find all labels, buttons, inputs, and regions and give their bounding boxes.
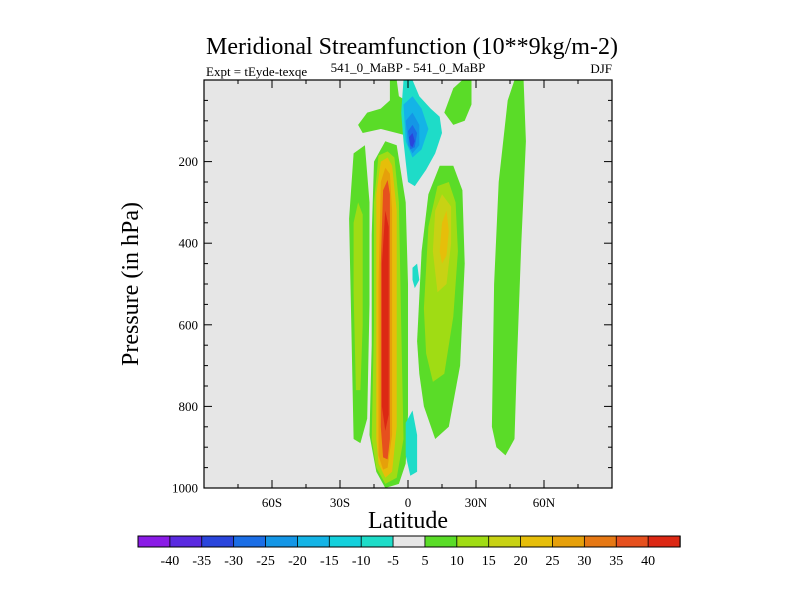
colorbar-label: -40 (161, 554, 180, 569)
colorbar-swatch (233, 535, 267, 548)
chart-title: Meridional Streamfunction (10**9kg/m-2) (206, 34, 618, 60)
season-label: DJF (590, 61, 612, 76)
subtitle-label: 541_0_MaBP - 541_0_MaBP (331, 60, 486, 75)
contour-region-upper-right-positive-level-5 (444, 80, 472, 125)
colorbar-label: -30 (224, 554, 243, 569)
colorbar-label: -15 (320, 554, 339, 569)
contour-region-negative-region-level-minus35 (409, 133, 415, 148)
colorbar-swatch (488, 535, 522, 548)
plot-area: 60S 30S 0 30N 60N 200 400 600 800 1000 (172, 79, 613, 510)
colorbar-swatch (137, 535, 171, 548)
experiment-label: Expt = tEyde-texqe (206, 64, 307, 79)
colorbar-swatch (297, 535, 330, 548)
colorbar-swatch (392, 535, 426, 548)
contour-region-main-cell-level-40 (381, 210, 389, 431)
x-axis: 60S 30S 0 30N 60N (237, 80, 579, 510)
colorbar-swatch (552, 535, 586, 548)
y-tick-label: 400 (179, 236, 199, 251)
colorbar-label: -25 (256, 554, 275, 569)
contour-region-nh-outer-band-level-5 (491, 80, 526, 456)
colorbar-swatch (265, 535, 299, 548)
x-tick-label: 60N (533, 495, 556, 510)
contour-region-negative-small-mid (412, 263, 420, 289)
colorbar-label: 25 (545, 554, 559, 569)
contour-region-nh-cell-level-25 (439, 210, 449, 264)
colorbar-label: -20 (288, 554, 307, 569)
colorbar-swatch (615, 535, 649, 548)
colorbar-swatch (169, 535, 203, 548)
colorbar: -40 -35 -30 -25 -20 -15 -10 -5 5 10 15 20 25 30 35 40 (137, 535, 681, 569)
x-axis-label: Latitude (368, 508, 448, 534)
colorbar-label: -5 (387, 554, 399, 569)
colorbar-label: 15 (482, 554, 496, 569)
colorbar-label: -10 (352, 554, 371, 569)
colorbar-swatch (583, 535, 617, 548)
contour-region-positive-cell-sh-outer-core (353, 202, 363, 391)
colorbar-label: 35 (609, 554, 623, 569)
x-tick-label: 30S (330, 495, 350, 510)
colorbar-swatch (647, 535, 681, 548)
colorbar-swatch (520, 535, 554, 548)
colorbar-swatch (360, 535, 394, 548)
y-tick-label: 600 (179, 317, 199, 332)
y-tick-label: 800 (179, 399, 199, 414)
y-axis-label: Pressure (in hPa) (118, 202, 144, 366)
colorbar-label: 5 (421, 554, 428, 569)
colorbar-swatch (201, 535, 235, 548)
colorbar-label: 20 (514, 554, 528, 569)
colorbar-swatch (424, 535, 458, 548)
y-tick-label: 200 (179, 154, 199, 169)
colorbar-swatch (456, 535, 490, 548)
y-tick-label: 1000 (172, 481, 198, 496)
colorbar-label: 30 (577, 554, 591, 569)
x-tick-label: 60S (262, 495, 282, 510)
x-tick-label: 0 (405, 495, 412, 510)
colorbar-label: -35 (192, 554, 211, 569)
colorbar-frame (137, 535, 681, 548)
colorbar-swatch (328, 535, 362, 548)
x-tick-label: 30N (465, 495, 488, 510)
contour-field (349, 80, 526, 488)
contour-region-negative-near-surface (405, 410, 418, 476)
colorbar-label: 40 (641, 554, 655, 569)
y-axis: 200 400 600 800 1000 (172, 99, 612, 496)
colorbar-label: 10 (450, 554, 464, 569)
